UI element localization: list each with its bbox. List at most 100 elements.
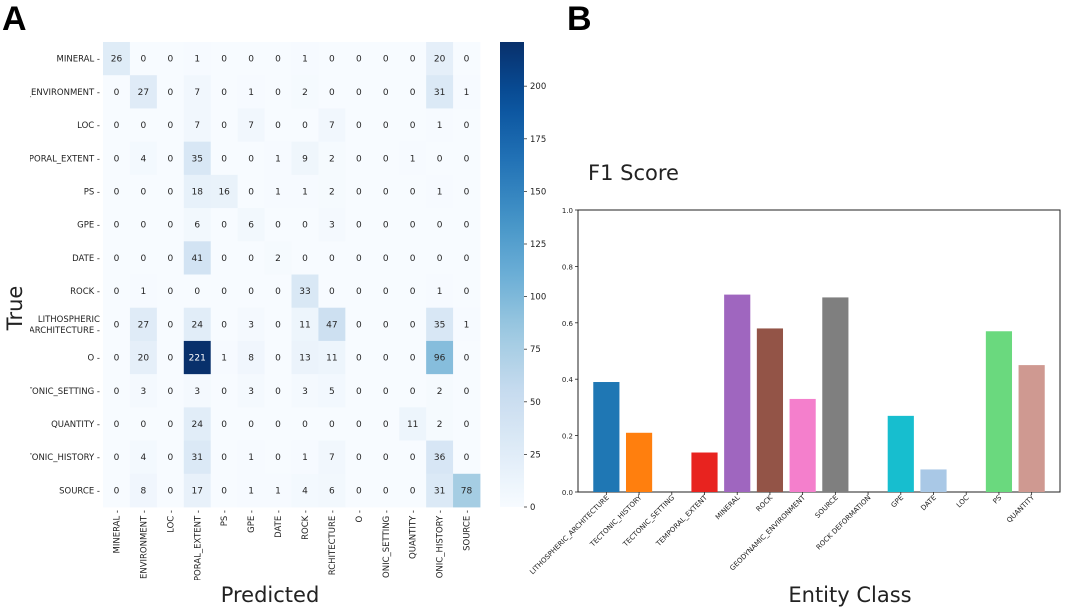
heatmap-cell [372, 241, 400, 275]
heatmap-cell [291, 473, 319, 508]
heatmap-cell-label: 1 [302, 187, 308, 197]
heatmap-cell-label: 0 [464, 420, 470, 430]
heatmap-cell [156, 407, 185, 441]
heatmap-cell-label: 0 [141, 254, 147, 264]
heatmap-cell [264, 208, 292, 242]
heatmap-cell-label: 0 [383, 354, 389, 364]
heatmap-cell-label: 0 [248, 187, 254, 197]
heatmap-cell-label: 0 [221, 320, 227, 330]
heatmap-cell [183, 108, 212, 143]
heatmap-cell-label: 0 [383, 55, 389, 65]
heatmap-cell-label: 0 [464, 254, 470, 264]
heatmap-cell-label: 0 [464, 154, 470, 164]
heatmap-cell [453, 108, 481, 143]
heatmap-cell-label: 0 [167, 486, 173, 496]
heatmap-cell [129, 108, 158, 143]
heatmap-cell-label: 0 [383, 453, 389, 463]
heatmap-cell-label: 16 [218, 187, 230, 197]
heatmap-cell-label: 0 [356, 453, 362, 463]
heatmap-cell [237, 141, 265, 176]
heatmap-cell-label: 0 [221, 88, 227, 98]
x-tick-label: PS [992, 493, 1004, 505]
heatmap-cell [453, 274, 481, 309]
heatmap-cell [318, 407, 346, 441]
heatmap-row-label: LOC - [77, 121, 100, 131]
heatmap-cell-label: 0 [383, 387, 389, 397]
heatmap-cell [103, 374, 131, 408]
heatmap-cell-label: 221 [189, 354, 206, 364]
heatmap-cell [291, 407, 319, 441]
heatmap-cell-label: 0 [114, 254, 120, 264]
heatmap-cell [318, 274, 346, 309]
heatmap-cell [291, 75, 319, 109]
heatmap-cell-label: 0 [221, 287, 227, 297]
heatmap-cell-label: 0 [329, 55, 335, 65]
heatmap-cell-label: 3 [141, 387, 147, 397]
heatmap-cell-label: 0 [410, 453, 416, 463]
heatmap-col-label: ONIC_SETTING - [382, 510, 392, 578]
heatmap-cell [345, 340, 373, 375]
heatmap-cell-label: 3 [329, 221, 335, 231]
heatmap-cell [399, 42, 427, 76]
heatmap-cell [210, 141, 239, 176]
heatmap-cell-label: 1 [437, 287, 443, 297]
heatmap-cell-label: 5 [329, 387, 335, 397]
heatmap-cell [372, 75, 400, 109]
heatmap-cell [183, 407, 212, 441]
heatmap-cell [129, 274, 158, 309]
heatmap-cell-label: 0 [356, 254, 362, 264]
heatmap-cell-label: 1 [141, 287, 147, 297]
heatmap-cell [237, 340, 265, 375]
heatmap-cell [264, 440, 292, 475]
heatmap-cell-label: 27 [138, 320, 149, 330]
heatmap-cell-label: 0 [356, 486, 362, 496]
heatmap-cell [345, 241, 373, 275]
heatmap-cell [426, 174, 454, 209]
heatmap-row-label: DATE - [72, 254, 100, 264]
heatmap-cell [264, 174, 292, 209]
heatmap-cell [129, 440, 158, 475]
heatmap-cell-label: 0 [114, 354, 120, 364]
heatmap-cell-label: 11 [299, 320, 310, 330]
heatmap-cell [453, 42, 481, 76]
heatmap-cell [291, 340, 319, 375]
heatmap-cell-label: 0 [221, 254, 227, 264]
heatmap-cell-label: 0 [464, 55, 470, 65]
heatmap-cell-label: 2 [437, 420, 443, 430]
heatmap-cell-label: 1 [410, 154, 416, 164]
heatmap-cell [453, 473, 481, 508]
heatmap-cell [210, 407, 239, 441]
heatmap-cell [183, 440, 212, 475]
heatmap-cell-label: 1 [437, 121, 443, 131]
heatmap-cell-label: 0 [410, 387, 416, 397]
heatmap-cell [183, 274, 212, 309]
heatmap-cell [291, 208, 319, 242]
heatmap-cell-label: 0 [275, 287, 281, 297]
heatmap-cell [103, 141, 131, 176]
heatmap-cell-label: 35 [434, 320, 445, 330]
heatmap-cell [318, 42, 346, 76]
heatmap-cell-label: 0 [410, 121, 416, 131]
heatmap-cell-label: 0 [114, 287, 120, 297]
heatmap-cell [264, 108, 292, 143]
heatmap-cell [210, 473, 239, 508]
heatmap-cell [426, 340, 454, 375]
heatmap-cell-label: 4 [141, 154, 147, 164]
colorbar-tick-label: 175 [530, 135, 546, 145]
heatmap-cell-label: 2 [302, 88, 308, 98]
heatmap-cell-label: 0 [383, 121, 389, 131]
heatmap-cell-label: 20 [138, 354, 150, 364]
heatmap-cell [210, 208, 239, 242]
heatmap-row-label: CTONIC_SETTING - [21, 387, 100, 397]
heatmap-cell [129, 241, 158, 275]
heatmap-col-label: RCHITECTURE - [328, 510, 338, 575]
heatmap-cell-label: 0 [167, 221, 173, 231]
heatmap-cell [129, 174, 158, 209]
heatmap-cell-label: 0 [248, 287, 254, 297]
heatmap-cell [129, 42, 158, 76]
heatmap-cell [129, 208, 158, 242]
heatmap-cell-label: 1 [302, 453, 308, 463]
heatmap-cell [399, 307, 427, 342]
heatmap-cell [345, 174, 373, 209]
heatmap-cell-label: 0 [194, 287, 200, 297]
